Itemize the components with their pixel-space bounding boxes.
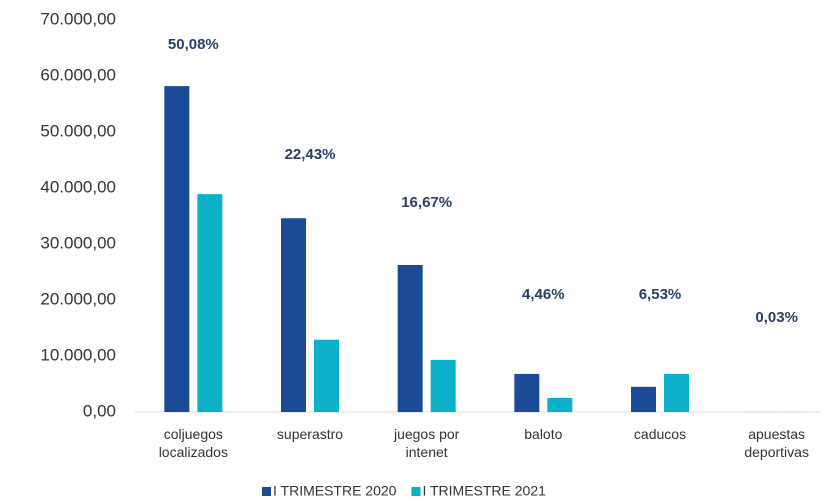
bar bbox=[664, 373, 689, 412]
y-tick-label: 50.000,00 bbox=[40, 121, 116, 140]
annotation: 6,53% bbox=[639, 286, 682, 303]
y-tick-label: 30.000,00 bbox=[40, 233, 116, 252]
y-tick-label: 0,00 bbox=[83, 401, 116, 420]
y-tick-label: 60.000,00 bbox=[40, 65, 116, 84]
y-tick-label: 70.000,00 bbox=[40, 9, 116, 28]
bar bbox=[164, 86, 190, 412]
legend-swatch bbox=[411, 487, 421, 496]
x-tick-label: superastro bbox=[276, 426, 344, 442]
legend-label: I TRIMESTRE 2021 bbox=[422, 483, 546, 499]
bar bbox=[314, 339, 339, 412]
bar bbox=[197, 194, 223, 412]
legend-label: I TRIMESTRE 2020 bbox=[273, 483, 397, 499]
x-tick-label: coljuegos localizados bbox=[158, 426, 228, 460]
bar bbox=[514, 373, 540, 412]
y-tick-label: 20.000,00 bbox=[40, 289, 116, 308]
y-tick-label: 40.000,00 bbox=[40, 177, 116, 196]
bar bbox=[430, 359, 456, 412]
x-tick-label: apuestas deportivas bbox=[744, 426, 809, 460]
y-tick-label: 10.000,00 bbox=[40, 345, 116, 364]
bar bbox=[547, 398, 573, 412]
legend-swatch bbox=[262, 487, 271, 496]
annotation: 16,67% bbox=[401, 194, 452, 211]
bar bbox=[631, 386, 656, 412]
annotation: 4,46% bbox=[522, 286, 565, 303]
annotation: 50,08% bbox=[168, 36, 219, 53]
bar bbox=[281, 218, 306, 412]
x-tick-label: caducos bbox=[633, 426, 687, 442]
x-tick-label: juegos por intenet bbox=[393, 426, 460, 460]
annotation: 0,03% bbox=[755, 309, 798, 326]
bar bbox=[397, 265, 423, 412]
annotation: 22,43% bbox=[285, 146, 336, 163]
x-tick-label: baloto bbox=[524, 426, 563, 442]
